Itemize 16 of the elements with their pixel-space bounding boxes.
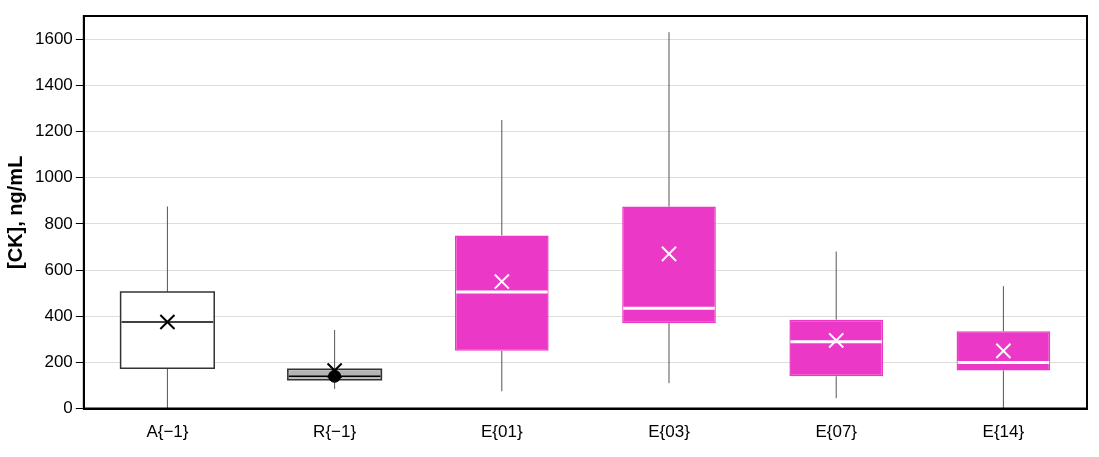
y-tick-label: 800 [44, 213, 73, 233]
x-tick-label: E{07} [815, 422, 858, 442]
y-tick-label: 1400 [34, 74, 73, 94]
x-tick-label: A{−1} [146, 422, 189, 442]
x-tick-label: E{14} [982, 422, 1025, 442]
x-tick-label: E{01} [481, 422, 523, 442]
x-tick-label: E{03} [648, 422, 691, 442]
y-tick-label: 400 [44, 305, 73, 325]
y-tick-label: 200 [44, 352, 73, 372]
y-tick-label: 0 [63, 398, 73, 418]
y-tick-label: 600 [44, 259, 73, 279]
y-tick-label: 1200 [34, 121, 73, 141]
y-axis-title: [CK], ng/mL [3, 155, 26, 269]
y-tick-label: 1000 [34, 167, 73, 187]
y-tick-label: 1600 [34, 28, 73, 48]
x-tick-label: R{−1} [313, 422, 357, 442]
